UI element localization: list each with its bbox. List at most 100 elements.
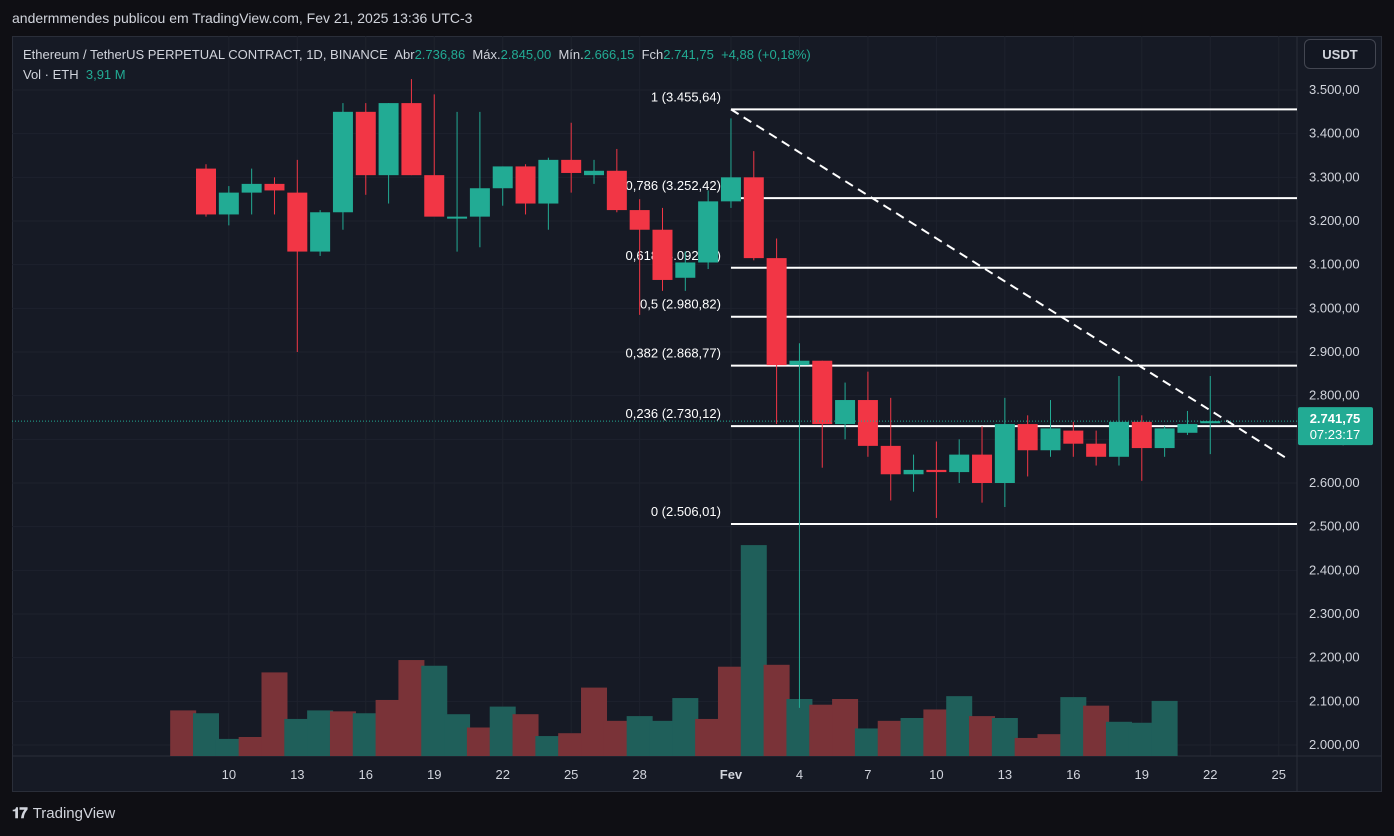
volume-bar — [695, 718, 722, 756]
fib-level-label: 0,618 (3.092,88) — [626, 248, 721, 263]
candle-body — [994, 424, 1015, 483]
x-tick-label: 28 — [632, 767, 646, 782]
volume-bar — [832, 699, 859, 756]
volume-bar — [558, 733, 585, 756]
candle-body — [447, 216, 468, 219]
volume-bar — [466, 727, 493, 756]
x-tick-label: 19 — [427, 767, 441, 782]
volume-bar — [261, 672, 288, 756]
volume-bar — [854, 728, 881, 756]
volume-bar — [375, 699, 402, 756]
y-tick-label: 2.600,00 — [1309, 475, 1360, 490]
candle-body — [926, 469, 947, 473]
candle-body — [743, 177, 764, 259]
y-tick-label: 3.200,00 — [1309, 213, 1360, 228]
candle-body — [424, 175, 445, 217]
volume-legend: Vol · ETH 3,91 M — [23, 65, 811, 85]
candle-body — [1040, 428, 1061, 451]
x-tick-label: 4 — [796, 767, 803, 782]
volume-bar — [649, 720, 676, 756]
last-price-value: 2.741,75 — [1310, 411, 1361, 426]
y-tick-label: 2.400,00 — [1309, 562, 1360, 577]
candle-body — [310, 212, 331, 252]
candle-body — [218, 192, 239, 215]
candle-body — [515, 166, 536, 204]
candle-body — [1200, 421, 1221, 424]
fib-level-label: 0,236 (2.730,12) — [626, 406, 721, 421]
candle-body — [972, 454, 993, 483]
price-chart[interactable]: 1 (3.455,64) 0,786 (3.252,42) 0,618 (3.092… — [12, 36, 1382, 792]
candle-body — [675, 262, 696, 278]
fib-level-label: 1 (3.455,64) — [651, 89, 721, 104]
candle-body — [1086, 443, 1107, 457]
volume-bar — [877, 720, 904, 756]
currency-button[interactable]: USDT — [1304, 39, 1376, 69]
tradingview-brand: 𝟏𝟕 TradingView — [12, 805, 115, 822]
volume-bar — [352, 713, 379, 756]
volume-bar — [193, 713, 220, 756]
symbol-name[interactable]: Ethereum / TetherUS PERPETUAL CONTRACT, … — [23, 47, 388, 62]
volume-bar — [626, 716, 653, 756]
x-tick-label: 19 — [1135, 767, 1149, 782]
volume-bar — [307, 710, 334, 756]
low-value: 2.666,15 — [583, 47, 635, 62]
change-value: +4,88 (+0,18%) — [721, 47, 811, 62]
candle-body — [652, 229, 673, 280]
open-value: 2.736,86 — [414, 47, 466, 62]
y-tick-label: 2.000,00 — [1309, 737, 1360, 752]
candle-body — [629, 210, 650, 230]
volume-bar — [284, 718, 311, 756]
volume-bar — [991, 718, 1018, 756]
candle-body — [584, 170, 605, 176]
high-value: 2.845,00 — [500, 47, 552, 62]
bar-countdown: 07:23:17 — [1310, 427, 1361, 442]
volume-bar — [900, 718, 927, 756]
y-tick-label: 3.500,00 — [1309, 82, 1360, 97]
y-tick-label: 3.300,00 — [1309, 169, 1360, 184]
fib-level-label: 0,5 (2.980,82) — [640, 297, 721, 312]
close-label: Fch — [641, 47, 664, 62]
volume-bar — [170, 710, 197, 756]
high-label: Máx. — [472, 47, 501, 62]
brand-name: TradingView — [32, 805, 116, 822]
candle-body — [1154, 428, 1175, 449]
y-tick-label: 2.500,00 — [1309, 519, 1360, 534]
volume-bar — [1037, 734, 1064, 756]
volume-bar — [444, 714, 471, 756]
y-tick-label: 2.100,00 — [1309, 693, 1360, 708]
candle-body — [1131, 421, 1152, 449]
fib-level-label: 0 (2.506,01) — [651, 504, 721, 519]
volume-bar — [809, 704, 836, 756]
volume-bar — [946, 696, 973, 756]
candle-body — [949, 454, 970, 473]
y-tick-label: 2.200,00 — [1309, 650, 1360, 665]
candle-body — [538, 159, 559, 204]
volume-bar — [1060, 697, 1087, 756]
x-tick-label: 7 — [864, 767, 871, 782]
candle-body — [880, 445, 901, 475]
x-tick-label: 16 — [1066, 767, 1080, 782]
candle-body — [264, 183, 285, 191]
y-tick-label: 3.400,00 — [1309, 126, 1360, 141]
candle-body — [401, 103, 422, 176]
y-tick-label: 2.800,00 — [1309, 388, 1360, 403]
x-tick-label: Fev — [720, 767, 743, 782]
candle-body — [857, 400, 878, 446]
x-tick-label: 22 — [495, 767, 509, 782]
candle-body — [766, 258, 787, 366]
volume-value: 3,91 M — [85, 67, 126, 82]
last-price-badge — [1298, 407, 1373, 446]
fib-level-label: 0,382 (2.868,77) — [626, 346, 721, 361]
x-tick-label: 22 — [1203, 767, 1217, 782]
ohlc-legend: Ethereum / TetherUS PERPETUAL CONTRACT, … — [23, 45, 811, 65]
volume-bar — [1128, 722, 1155, 756]
volume-label: Vol · ETH — [23, 67, 79, 82]
fib-level-label: 0,786 (3.252,42) — [626, 178, 721, 193]
volume-bar — [512, 714, 539, 756]
chart-legend: Ethereum / TetherUS PERPETUAL CONTRACT, … — [23, 45, 811, 85]
chart-frame — [12, 36, 1382, 792]
volume-bar — [581, 687, 608, 756]
candle-body — [1063, 430, 1084, 444]
candle-body — [469, 188, 490, 217]
volume-bar — [740, 545, 767, 756]
